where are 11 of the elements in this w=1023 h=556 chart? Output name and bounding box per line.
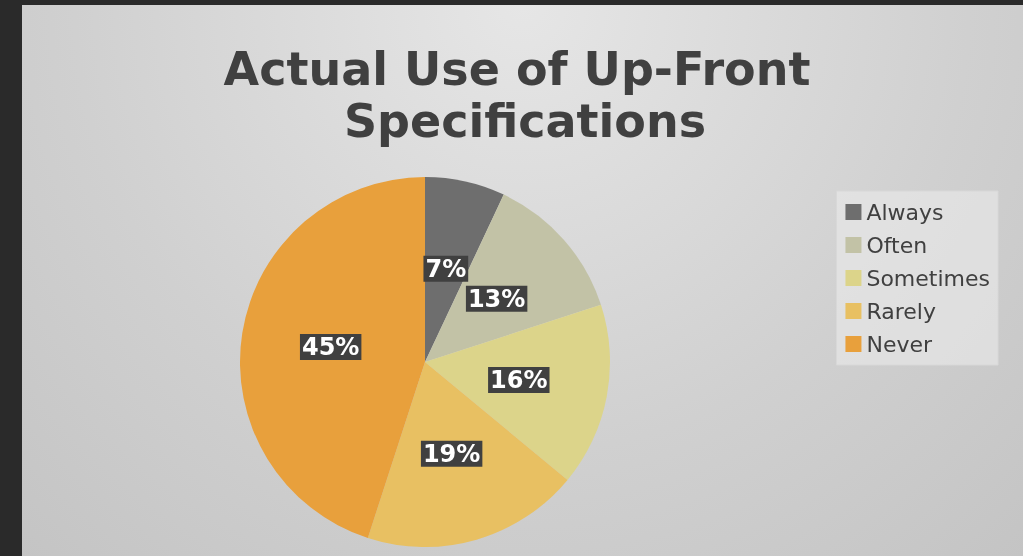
chart-title: Actual Use of Up-Front Specifications <box>223 42 827 148</box>
data-label: 7% <box>425 254 467 283</box>
data-label: 16% <box>490 365 548 394</box>
legend-label: Often <box>866 232 928 258</box>
legend-label: Rarely <box>866 298 936 324</box>
legend-label: Sometimes <box>866 265 991 291</box>
legend-label: Never <box>866 331 933 357</box>
data-label: 19% <box>422 439 481 468</box>
legend-label: Always <box>866 199 944 225</box>
data-label: 45% <box>301 333 360 362</box>
data-label: 13% <box>467 284 526 313</box>
